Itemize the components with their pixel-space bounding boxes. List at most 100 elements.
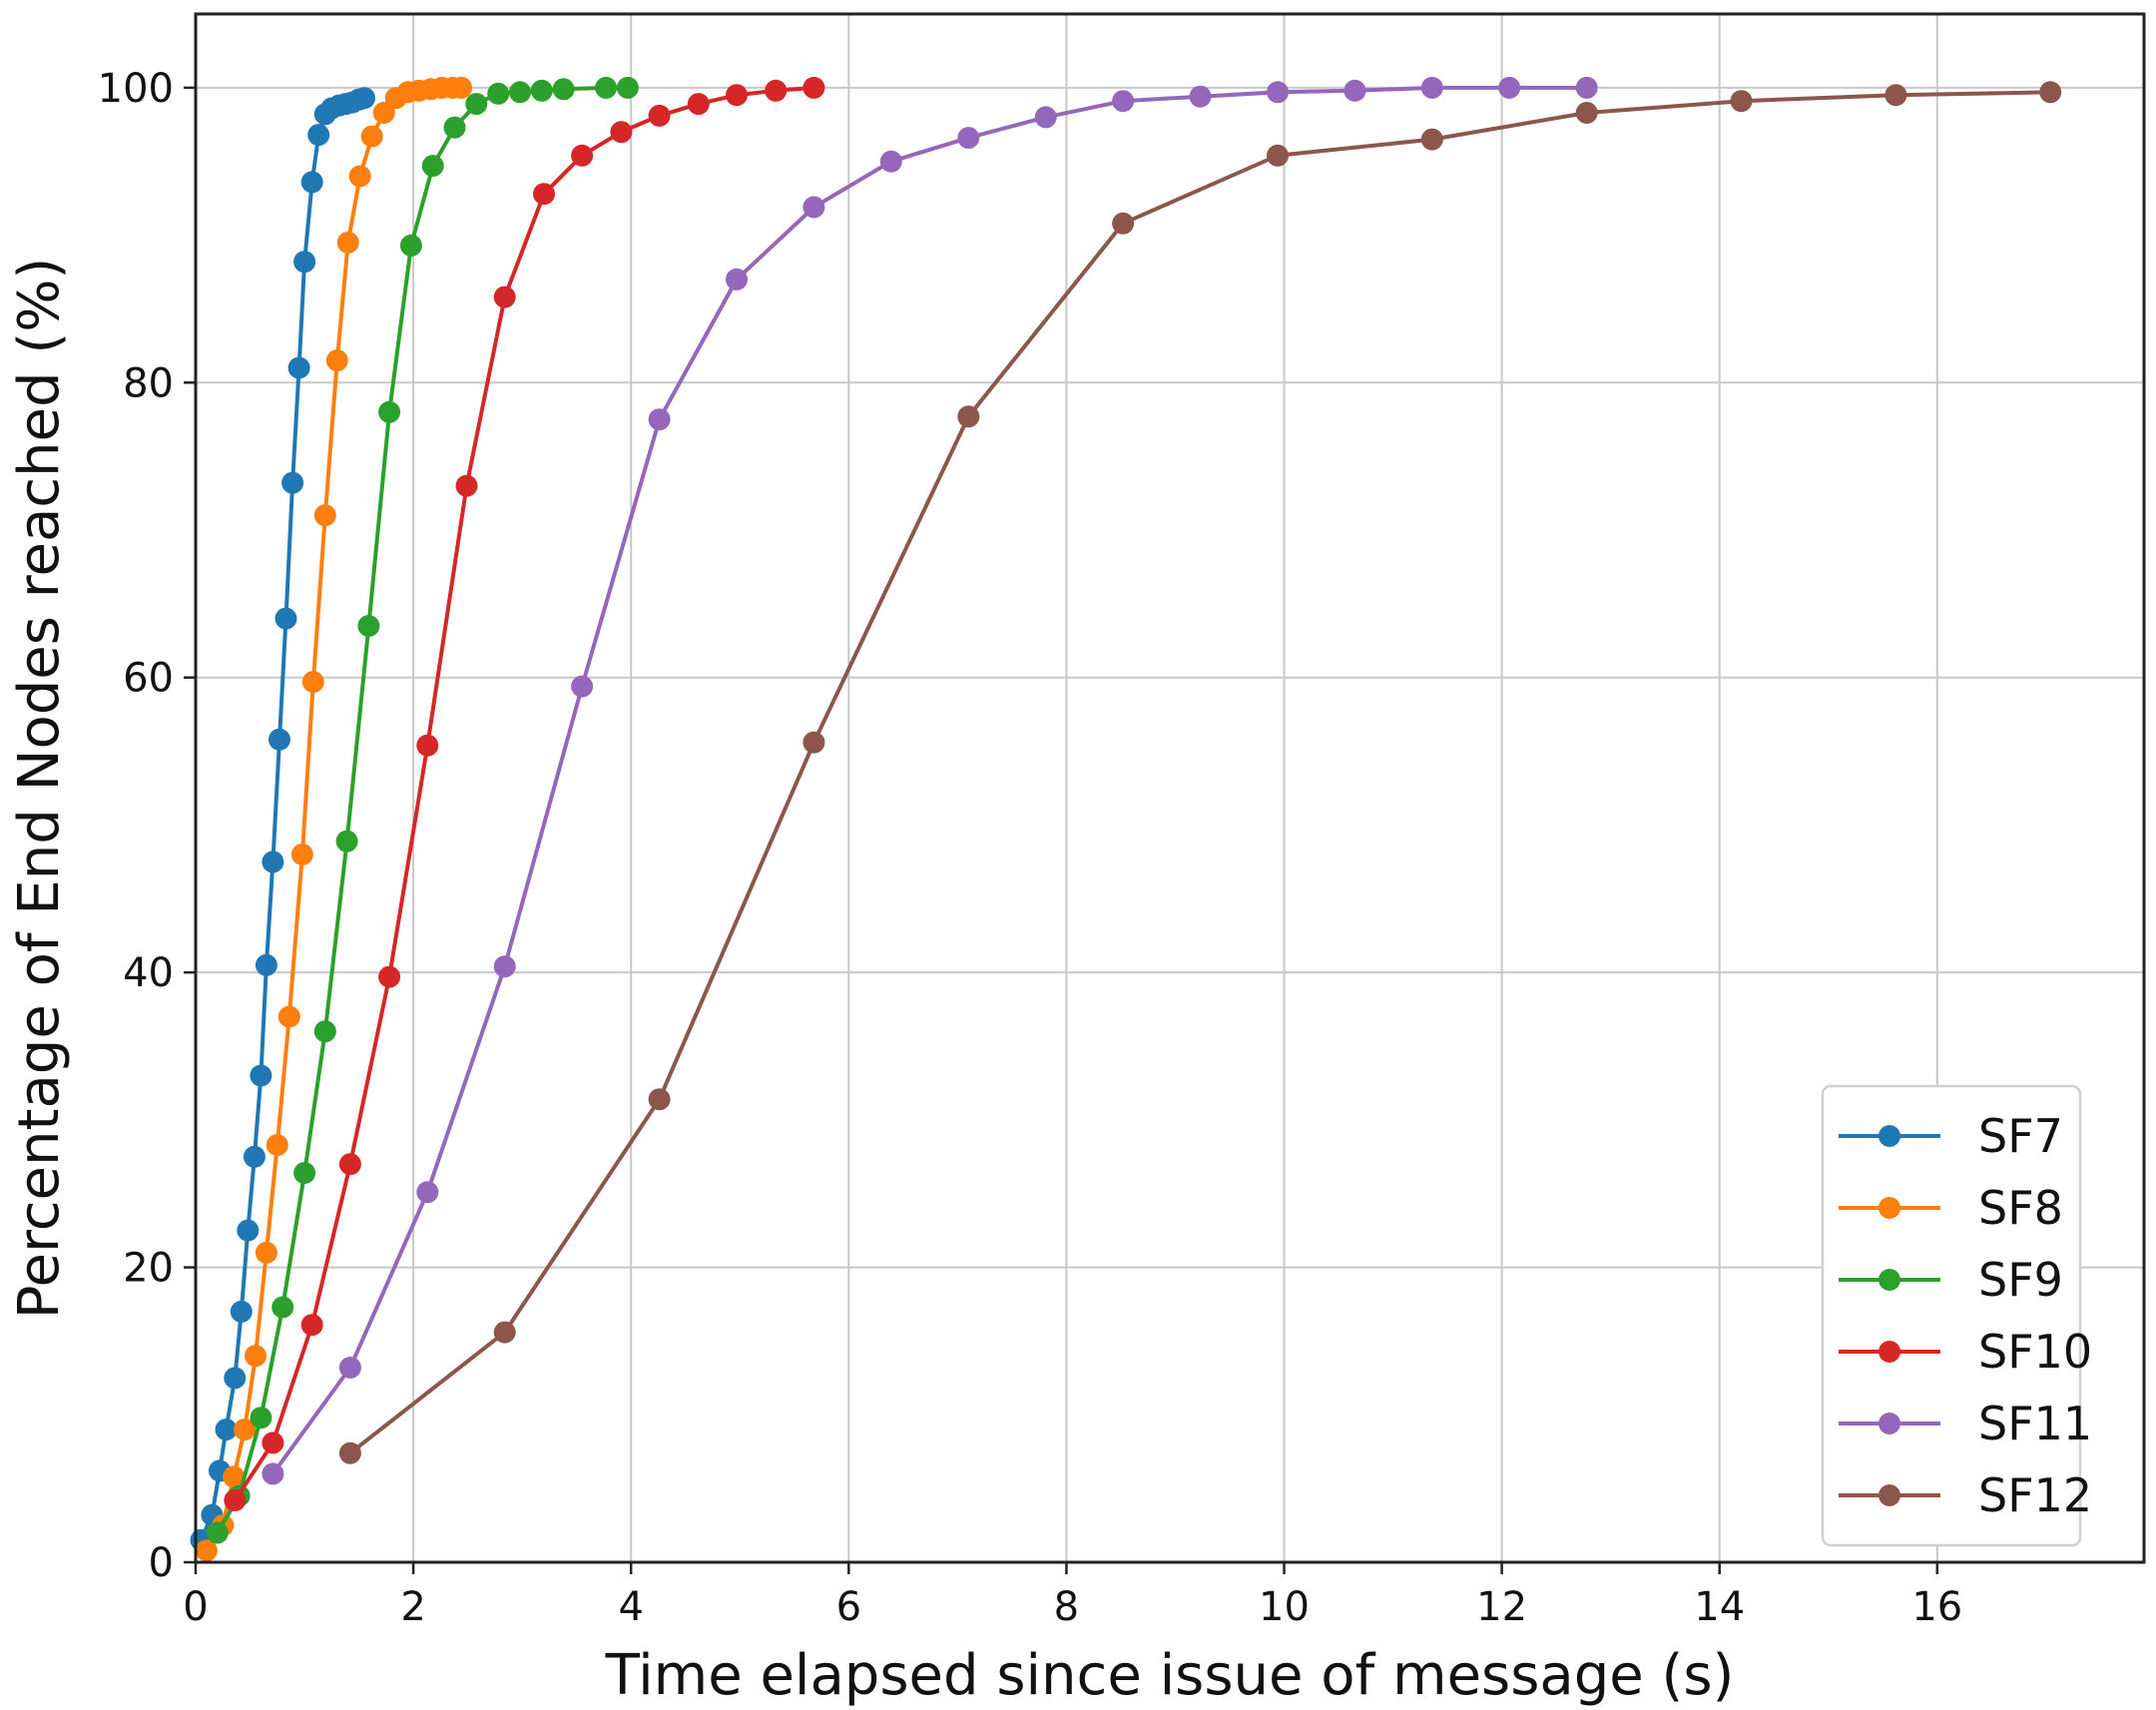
data-point-sf10 xyxy=(378,965,401,988)
data-point-sf8 xyxy=(301,671,324,694)
legend-label: SF9 xyxy=(1978,1253,2063,1307)
series-line-sf12 xyxy=(348,90,2051,1455)
x-tick-label: 14 xyxy=(1694,1584,1745,1630)
data-point-sf7 xyxy=(230,1300,253,1323)
data-point-sf7 xyxy=(250,1064,272,1087)
data-point-sf8 xyxy=(277,1005,300,1028)
data-point-sf10 xyxy=(455,474,478,497)
legend-marker xyxy=(1879,1484,1900,1506)
data-point-sf7 xyxy=(300,171,323,194)
data-point-sf7 xyxy=(293,251,316,274)
data-point-sf7 xyxy=(307,124,330,147)
data-point-sf7 xyxy=(255,953,277,976)
x-tick-label: 0 xyxy=(183,1584,208,1630)
series-line-sf10 xyxy=(233,85,814,1502)
data-point-sf9 xyxy=(250,1407,272,1429)
y-tick-label: 80 xyxy=(123,360,174,406)
data-point-sf8 xyxy=(372,102,395,124)
data-point-sf11 xyxy=(338,1357,361,1379)
legend-label: SF12 xyxy=(1978,1468,2092,1522)
series-sf11 xyxy=(262,76,1598,1485)
y-tick-label: 40 xyxy=(123,950,174,996)
data-point-sf10 xyxy=(648,104,671,127)
data-point-sf7 xyxy=(224,1367,247,1390)
series-line-sf11 xyxy=(270,85,1587,1475)
data-point-sf9 xyxy=(313,1020,336,1043)
data-point-sf9 xyxy=(357,615,380,637)
data-point-sf8 xyxy=(245,1345,267,1368)
x-axis-ticks: 0 2 4 6 8 10 12 14 16 xyxy=(183,1562,1962,1630)
legend-label: SF7 xyxy=(1978,1109,2063,1163)
plot-frame xyxy=(194,12,2146,1564)
legend-label: SF11 xyxy=(1978,1397,2092,1450)
data-point-sf7 xyxy=(243,1145,266,1168)
data-point-sf7 xyxy=(287,356,310,379)
data-point-sf8 xyxy=(325,349,348,372)
data-point-sf7 xyxy=(269,728,290,751)
y-axis-ticks: 0 20 40 60 80 100 xyxy=(98,66,196,1586)
data-point-sf12 xyxy=(1267,144,1289,167)
data-point-sf12 xyxy=(2039,81,2062,104)
data-point-sf12 xyxy=(1885,84,1907,107)
data-point-sf10 xyxy=(765,79,788,102)
data-point-sf8 xyxy=(348,165,371,188)
data-point-sf10 xyxy=(533,183,555,206)
data-point-sf12 xyxy=(803,731,825,754)
x-tick-label: 12 xyxy=(1476,1584,1527,1630)
data-point-sf9 xyxy=(421,155,444,178)
y-tick-label: 0 xyxy=(149,1540,174,1586)
data-point-sf10 xyxy=(338,1153,361,1176)
data-point-sf9 xyxy=(595,76,618,99)
data-point-sf12 xyxy=(957,405,980,428)
x-tick-label: 10 xyxy=(1259,1584,1310,1630)
data-point-sf11 xyxy=(648,408,671,431)
x-axis-label: Time elapsed since issue of message (s) xyxy=(605,1643,1735,1708)
data-point-sf11 xyxy=(1034,106,1057,129)
data-point-sf7 xyxy=(274,607,297,630)
data-point-sf8 xyxy=(234,1419,257,1441)
data-point-sf11 xyxy=(957,127,980,150)
data-point-sf7 xyxy=(281,471,304,494)
data-point-sf9 xyxy=(487,82,510,105)
data-point-sf9 xyxy=(335,830,358,853)
legend-item-sf10: SF10 xyxy=(1839,1325,2092,1379)
data-point-sf10 xyxy=(687,93,710,116)
data-point-sf8 xyxy=(450,76,473,99)
x-tick-label: 2 xyxy=(400,1584,425,1630)
data-point-sf11 xyxy=(1498,76,1521,99)
data-point-sf8 xyxy=(360,125,383,148)
series-sf10 xyxy=(224,76,825,1511)
legend-item-sf11: SF11 xyxy=(1839,1397,2092,1450)
data-point-sf11 xyxy=(879,150,902,173)
data-point-sf8 xyxy=(266,1134,288,1156)
legend-marker xyxy=(1879,1341,1900,1363)
x-tick-label: 8 xyxy=(1054,1584,1079,1630)
legend-marker xyxy=(1879,1125,1900,1147)
data-point-sf11 xyxy=(1344,79,1366,102)
data-point-sf10 xyxy=(416,734,439,757)
data-point-sf9 xyxy=(271,1296,294,1319)
legend-item-sf8: SF8 xyxy=(1839,1181,2063,1235)
data-point-sf9 xyxy=(293,1162,316,1184)
legend: SF7 SF8 SF9 SF10 SF11 SF12 xyxy=(1821,1084,2092,1547)
data-point-sf11 xyxy=(416,1181,439,1204)
data-point-sf11 xyxy=(803,196,825,219)
data-point-sf8 xyxy=(223,1465,246,1488)
data-point-sf11 xyxy=(493,955,516,978)
y-tick-label: 20 xyxy=(123,1246,174,1292)
x-tick-label: 6 xyxy=(836,1584,861,1630)
data-point-sf11 xyxy=(1112,90,1135,113)
y-tick-label: 100 xyxy=(98,66,174,112)
data-point-sf8 xyxy=(290,844,313,865)
legend-item-sf9: SF9 xyxy=(1839,1253,2063,1307)
data-point-sf10 xyxy=(300,1314,323,1337)
series-group xyxy=(190,76,2062,1562)
series-sf7 xyxy=(190,87,375,1551)
data-point-sf9 xyxy=(399,234,422,257)
data-point-sf10 xyxy=(610,121,633,144)
data-point-sf9 xyxy=(443,116,466,139)
data-point-sf7 xyxy=(262,851,284,873)
data-point-sf12 xyxy=(1575,102,1598,124)
data-point-sf12 xyxy=(648,1088,671,1111)
